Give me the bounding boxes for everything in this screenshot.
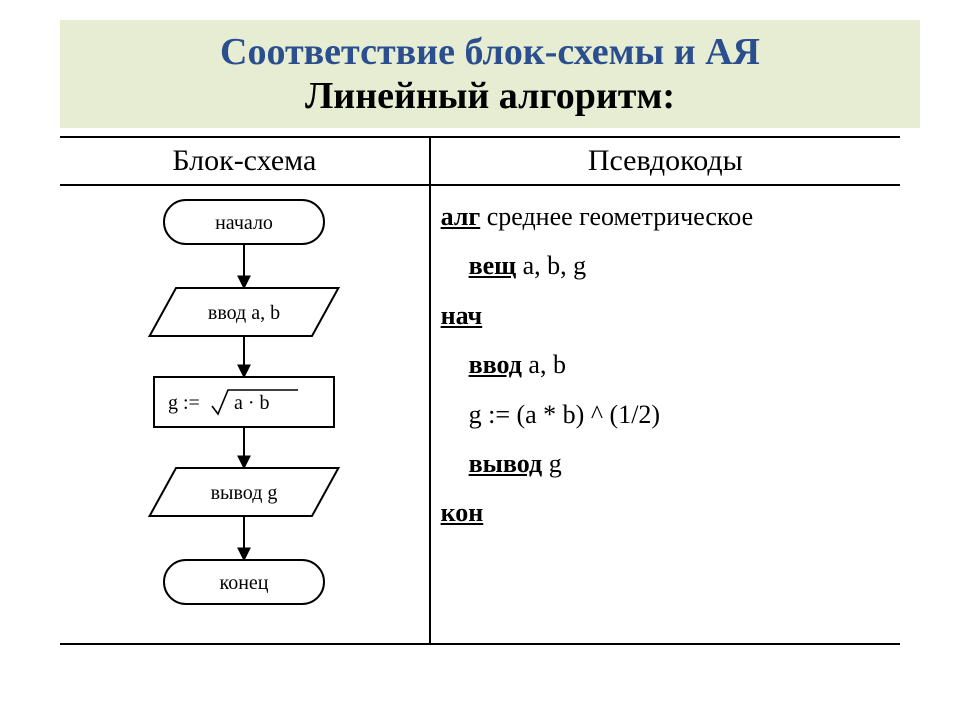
pseudocode-cell: алг среднее геометрическоевещ a, b, gнач… xyxy=(430,185,900,644)
title-line1: Соответствие блок-схемы и АЯ xyxy=(70,30,910,74)
flow-node-end: конец xyxy=(164,560,324,604)
header-pseudocode: Псевдокоды xyxy=(430,137,900,185)
svg-text:a · b: a · b xyxy=(234,392,270,414)
pseudocode-line: вывод g xyxy=(441,439,890,488)
header-flowchart: Блок-схема xyxy=(60,137,430,185)
flow-node-input: ввод a, b xyxy=(150,288,339,336)
pseudocode-line: g := (a * b) ^ (1/2) xyxy=(441,390,890,439)
svg-text:начало: начало xyxy=(215,212,273,234)
comparison-table: Блок-схема Псевдокоды началоввод a, bg :… xyxy=(60,136,900,645)
slide: Соответствие блок-схемы и АЯ Линейный ал… xyxy=(0,0,960,720)
pseudocode-line: алг среднее геометрическое xyxy=(441,192,890,241)
title-line2: Линейный алгоритм: xyxy=(70,74,910,118)
svg-text:вывод g: вывод g xyxy=(211,482,278,504)
flow-node-output: вывод g xyxy=(150,468,339,516)
pseudocode-line: ввод a, b xyxy=(441,340,890,389)
svg-text:конец: конец xyxy=(220,572,269,594)
pseudocode-line: нач xyxy=(441,291,890,340)
flow-node-proc: g := a · b xyxy=(154,377,334,427)
svg-text:ввод a, b: ввод a, b xyxy=(208,302,280,324)
title-box: Соответствие блок-схемы и АЯ Линейный ал… xyxy=(60,20,920,128)
flow-node-start: начало xyxy=(164,200,324,244)
process-formula: g := xyxy=(168,392,200,414)
pseudocode-line: кон xyxy=(441,488,890,537)
flowchart-svg: начало ввод a, b g := a · b вывод g конец xyxy=(74,192,414,632)
pseudocode-line: вещ a, b, g xyxy=(441,241,890,290)
flowchart-cell: начало ввод a, b g := a · b вывод g конец xyxy=(60,185,430,644)
